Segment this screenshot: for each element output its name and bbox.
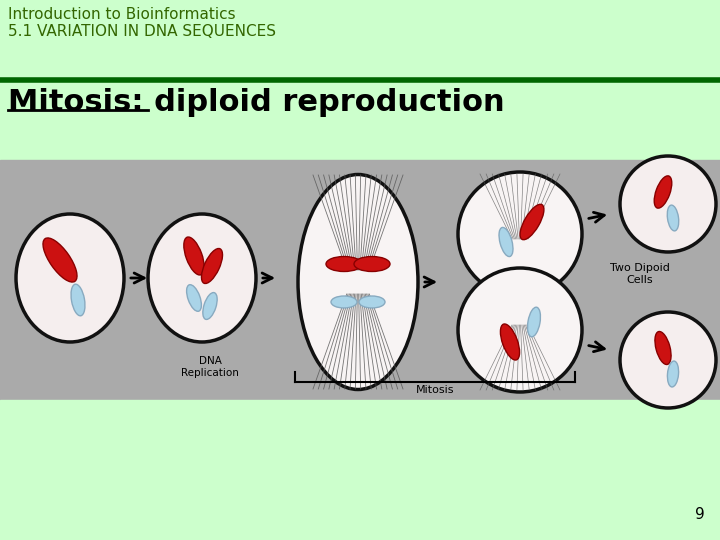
Ellipse shape [655, 332, 671, 364]
Ellipse shape [298, 174, 418, 389]
Text: Introduction to Bioinformatics: Introduction to Bioinformatics [8, 7, 235, 22]
Ellipse shape [667, 361, 678, 387]
Text: 5.1 VARIATION IN DNA SEQUENCES: 5.1 VARIATION IN DNA SEQUENCES [8, 24, 276, 39]
Ellipse shape [203, 293, 217, 320]
Ellipse shape [71, 284, 85, 316]
Ellipse shape [184, 237, 204, 275]
Ellipse shape [458, 172, 582, 296]
Ellipse shape [499, 227, 513, 256]
Text: Mitosis: Mitosis [415, 385, 454, 395]
Bar [0, 0, 720, 80]
Ellipse shape [620, 312, 716, 408]
Ellipse shape [520, 204, 544, 240]
Ellipse shape [326, 256, 362, 272]
Ellipse shape [16, 214, 124, 342]
Ellipse shape [359, 296, 385, 308]
Ellipse shape [331, 296, 357, 308]
Text: Two Dipoid
Cells: Two Dipoid Cells [610, 263, 670, 285]
Ellipse shape [458, 268, 582, 392]
Text: 9: 9 [696, 507, 705, 522]
Bar [0, 160, 720, 400]
Ellipse shape [148, 214, 256, 342]
Text: DNA
Replication: DNA Replication [181, 356, 239, 377]
Ellipse shape [354, 256, 390, 272]
Bar [0, 400, 720, 540]
Text: Mitosis: diploid reproduction: Mitosis: diploid reproduction [8, 88, 505, 117]
Ellipse shape [202, 248, 222, 284]
Ellipse shape [186, 285, 202, 312]
Ellipse shape [620, 156, 716, 252]
Ellipse shape [654, 176, 672, 208]
Ellipse shape [667, 205, 679, 231]
Ellipse shape [500, 324, 520, 360]
Ellipse shape [43, 238, 77, 282]
Ellipse shape [528, 307, 541, 337]
